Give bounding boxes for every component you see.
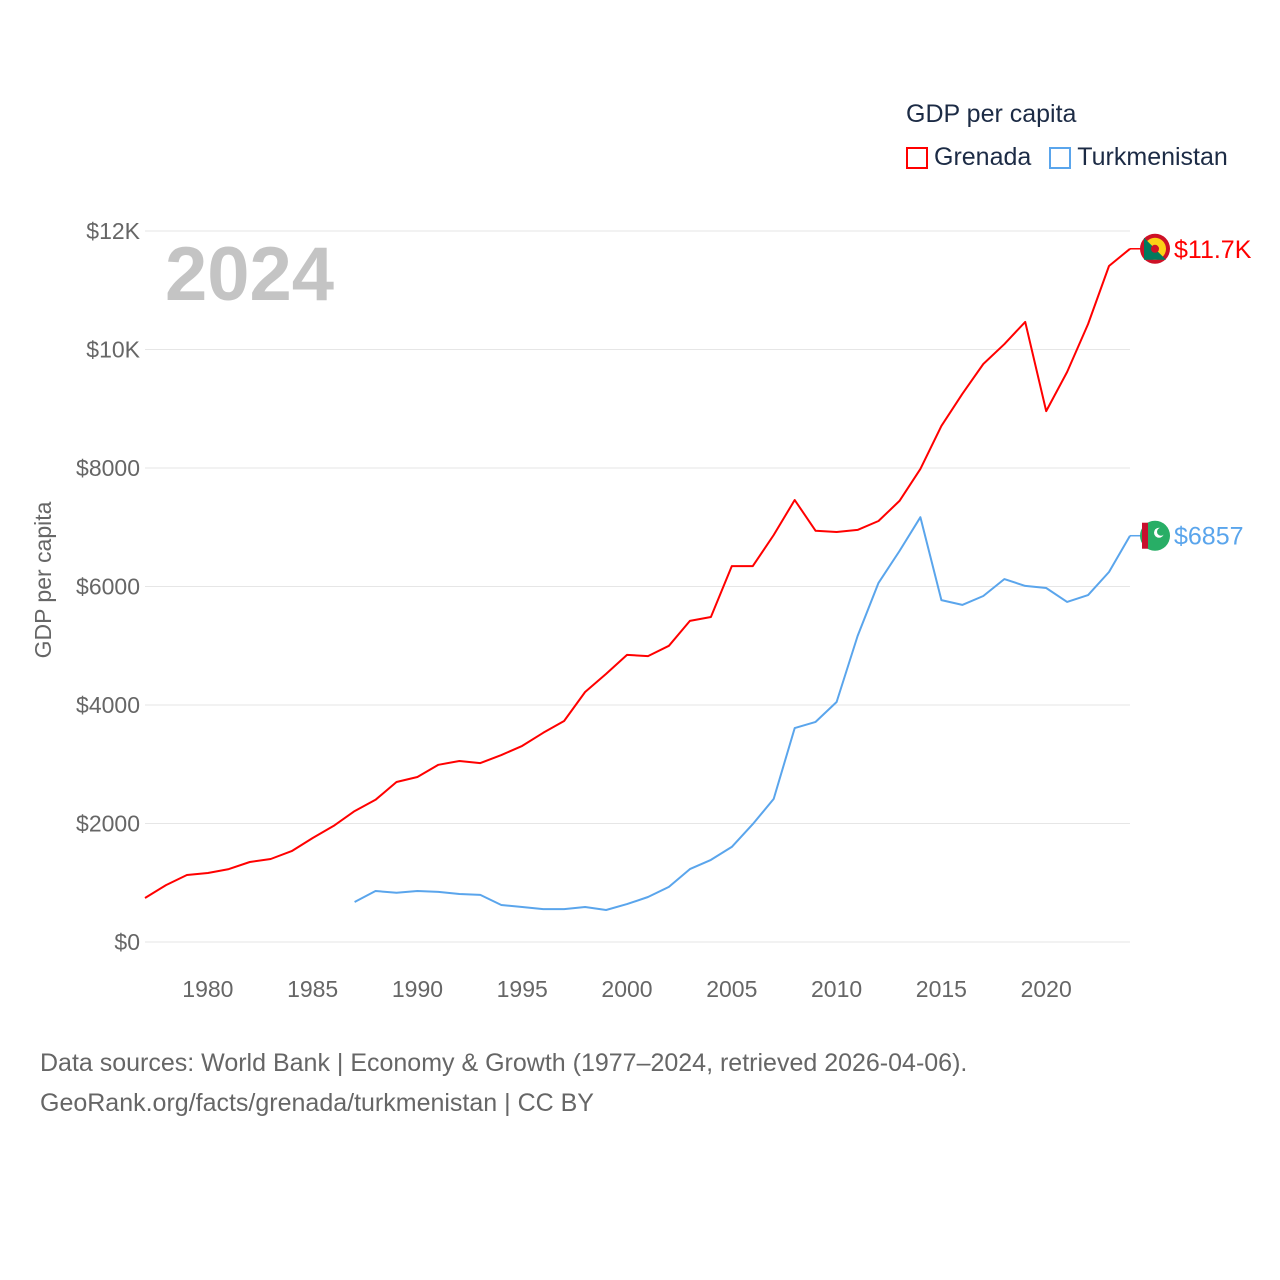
series-line-grenada — [144, 248, 1131, 899]
legend-item-grenada[interactable]: Grenada — [906, 143, 1031, 172]
x-tick-label: 2010 — [811, 976, 862, 1002]
y-tick-label: $8000 — [76, 455, 140, 481]
y-axis-label: GDP per capita — [30, 501, 56, 658]
y-tick-label: $6000 — [76, 574, 140, 600]
chart: $0 $2000 $4000 $6000 $8000 $10K $12K 1980 1985 1… — [30, 218, 1252, 1002]
flag-center — [1151, 244, 1159, 253]
year-label: 2024 — [165, 232, 334, 317]
legend-item-turkmenistan[interactable]: Turkmenistan — [1049, 143, 1228, 172]
legend-title: GDP per capita — [906, 100, 1077, 128]
flag-crescent-cut — [1157, 527, 1165, 536]
x-tick-label: 1995 — [497, 976, 548, 1002]
footer-sources: Data sources: World Bank | Economy & Gro… — [40, 1049, 968, 1077]
legend-swatch-turkmenistan — [1049, 146, 1072, 169]
y-tick-label: $4000 — [76, 692, 140, 718]
x-tick-label: 1990 — [392, 976, 443, 1002]
x-tick-label: 2005 — [706, 976, 757, 1002]
x-tick-label: 2000 — [601, 976, 652, 1002]
x-tick-label: 2015 — [916, 976, 967, 1002]
legend-swatch-grenada — [906, 146, 928, 169]
legend-label-turkmenistan: Turkmenistan — [1077, 143, 1228, 171]
y-tick-label: $12K — [86, 218, 140, 244]
legend: Grenada Turkmenistan — [906, 143, 1228, 172]
flag-turkmenistan-icon — [1140, 520, 1170, 551]
end-value-label-grenada: $11.7K — [1174, 236, 1252, 264]
flag-stripe — [1142, 522, 1148, 549]
end-value-label-turkmenistan: $6857 — [1174, 523, 1244, 551]
y-tick-label: $0 — [114, 929, 140, 955]
series-line-turkmenistan — [354, 516, 1131, 911]
y-tick-label: $2000 — [76, 811, 140, 837]
x-tick-label: 2020 — [1021, 976, 1072, 1002]
x-tick-label: 1985 — [287, 976, 338, 1002]
y-tick-label: $10K — [86, 337, 140, 363]
x-tick-label: 1980 — [182, 976, 233, 1002]
footer: Data sources: World Bank | Economy & Gro… — [40, 1043, 967, 1123]
legend-label-grenada: Grenada — [934, 143, 1032, 171]
footer-link[interactable]: GeoRank.org/facts/grenada/turkmenistan |… — [40, 1089, 594, 1117]
flag-grenada-icon — [1140, 233, 1170, 264]
